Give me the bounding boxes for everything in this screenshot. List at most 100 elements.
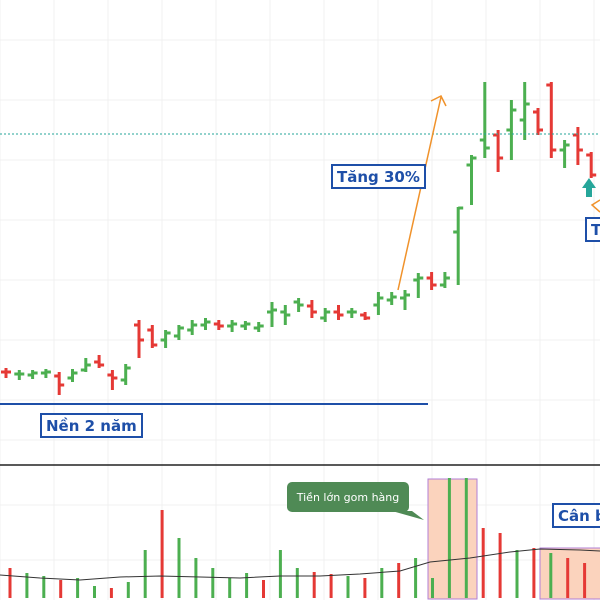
price-bar-23 — [306, 300, 317, 318]
volume-bar-18 — [312, 572, 316, 598]
base-label: Nền 2 năm — [40, 413, 143, 438]
price-bar-36 — [479, 82, 490, 158]
price-bar-2 — [27, 370, 38, 379]
price-bar-24 — [320, 308, 331, 322]
volume-bar-5 — [93, 586, 96, 598]
volume-bar-20 — [346, 576, 350, 598]
signal-up-icon — [582, 178, 596, 197]
price-bar-31 — [413, 273, 424, 298]
volume-bar-29 — [498, 533, 502, 598]
volume-bar-17 — [295, 568, 299, 598]
price-bar-30 — [400, 290, 410, 310]
price-bar-8 — [107, 370, 118, 390]
volume-bar-6 — [109, 588, 113, 598]
price-bar-10 — [134, 320, 144, 358]
price-bars — [1, 82, 597, 395]
price-bar-44 — [586, 152, 597, 178]
price-bar-25 — [333, 305, 344, 320]
rise-arrow-head — [430, 94, 447, 107]
volume-bar-32 — [549, 553, 553, 598]
volume-highlight-1 — [427, 478, 478, 600]
price-bar-5 — [67, 369, 78, 382]
price-bar-17 — [227, 320, 238, 332]
price-bar-26 — [346, 308, 357, 318]
base-label-text: Nền 2 năm — [46, 417, 137, 435]
price-bar-7 — [94, 355, 105, 368]
overlays — [0, 94, 600, 520]
volume-bar-27 — [464, 478, 468, 598]
price-bar-13 — [173, 325, 184, 340]
volume-bar-25 — [431, 578, 434, 598]
volume-bar-28 — [481, 528, 485, 598]
volume-label-cut: Cân b — [552, 503, 600, 528]
volume-bar-34 — [583, 563, 587, 598]
right-arrow — [590, 199, 600, 213]
price-bar-12 — [160, 330, 171, 348]
price-bar-15 — [200, 318, 211, 330]
volume-bar-30 — [515, 550, 519, 598]
right-label-cut: T — [585, 217, 600, 242]
right-label-text: T — [591, 221, 600, 239]
volume-bar-2 — [42, 576, 46, 598]
price-bar-35 — [466, 155, 477, 205]
price-bar-6 — [80, 358, 91, 372]
price-bar-4 — [54, 372, 65, 395]
volume-bar-13 — [228, 578, 232, 598]
callout-tail — [392, 511, 424, 520]
price-bar-21 — [280, 305, 291, 325]
price-bar-0 — [1, 368, 11, 378]
rise-label-text: Tăng 30% — [337, 168, 420, 186]
callout-text: Tiền lớn gom hàng — [296, 490, 400, 504]
price-bar-18 — [240, 321, 251, 330]
price-bar-40 — [533, 108, 543, 135]
volume-bar-26 — [447, 478, 451, 598]
volume-bar-16 — [278, 550, 282, 598]
price-bar-27 — [360, 312, 371, 320]
volume-panel — [0, 478, 600, 600]
price-bar-39 — [519, 82, 530, 140]
volume-bar-22 — [380, 568, 384, 598]
volume-bar-0 — [8, 568, 12, 598]
callout-bubble: Tiền lớn gom hàng — [287, 482, 409, 512]
volume-bar-23 — [397, 563, 401, 598]
price-bar-22 — [293, 298, 304, 312]
price-bar-1 — [14, 370, 25, 380]
volume-bar-1 — [25, 573, 29, 598]
price-bar-38 — [506, 100, 517, 160]
price-bar-42 — [559, 140, 570, 168]
price-bar-19 — [253, 322, 264, 332]
volume-bar-14 — [245, 573, 249, 598]
volume-bar-10 — [177, 538, 181, 598]
rise-arrow-line — [397, 96, 442, 291]
volume-bar-19 — [329, 574, 333, 598]
volume-bar-31 — [532, 548, 536, 598]
volume-label-text: Cân b — [558, 507, 600, 525]
price-bar-9 — [120, 364, 131, 385]
volume-bar-33 — [566, 558, 570, 598]
volume-highlight-2 — [539, 547, 600, 600]
volume-bar-7 — [126, 582, 130, 598]
price-bar-43 — [572, 127, 583, 165]
price-bar-33 — [439, 272, 450, 288]
price-bar-16 — [213, 320, 224, 330]
volume-bar-21 — [363, 578, 367, 598]
volume-bar-15 — [262, 580, 265, 598]
price-bar-37 — [493, 130, 504, 172]
price-bar-3 — [40, 369, 51, 378]
rise-label: Tăng 30% — [331, 164, 426, 189]
volume-bar-3 — [59, 580, 63, 598]
price-bar-14 — [187, 320, 198, 335]
price-bar-29 — [386, 292, 397, 305]
price-bar-28 — [373, 292, 384, 315]
volume-bar-24 — [414, 558, 418, 598]
volume-bar-11 — [194, 558, 198, 598]
price-bar-34 — [453, 206, 464, 285]
price-bar-41 — [546, 82, 557, 158]
volume-bar-9 — [160, 510, 164, 598]
volume-bar-4 — [76, 578, 80, 598]
volume-ma-line — [0, 548, 600, 581]
volume-bar-8 — [143, 550, 147, 598]
